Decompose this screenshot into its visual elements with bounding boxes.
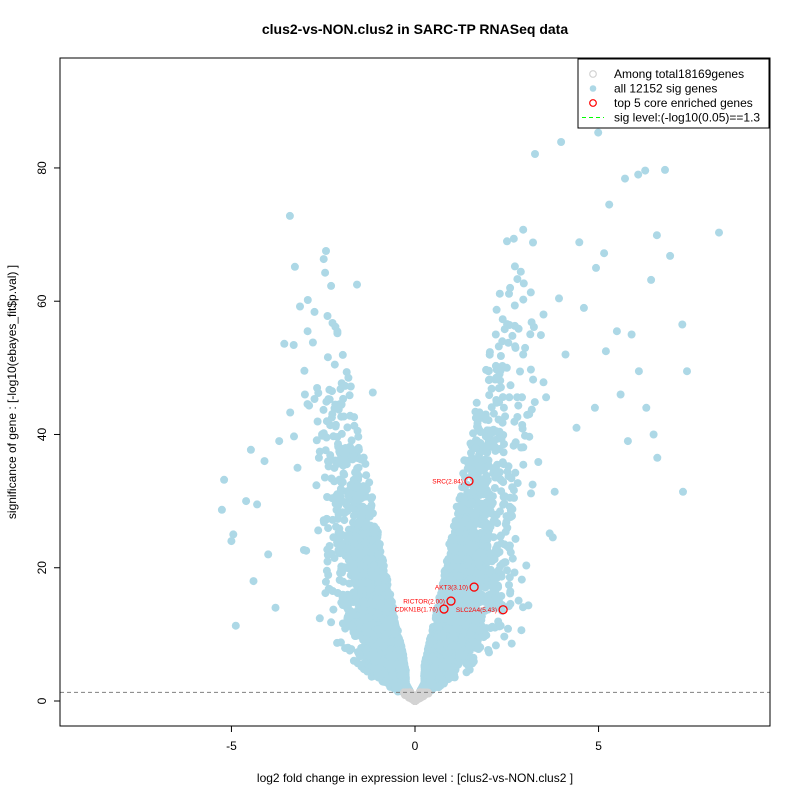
sig-gene-point <box>327 618 336 627</box>
sig-gene-point <box>501 412 510 421</box>
sig-gene-point <box>327 281 336 290</box>
sig-gene-point <box>354 432 363 441</box>
sig-gene-point <box>506 587 515 596</box>
sig-gene-point <box>315 614 324 623</box>
sig-gene-point <box>505 393 514 402</box>
sig-gene-point <box>296 302 304 311</box>
sig-gene-point <box>507 639 516 648</box>
sig-gene-point <box>330 554 339 562</box>
sig-gene-point <box>280 339 289 348</box>
sig-gene-point <box>350 413 359 422</box>
sig-gene-point <box>528 480 537 489</box>
sig-gene-point <box>362 471 371 480</box>
sig-gene-point <box>500 632 509 641</box>
sig-gene-point <box>324 524 333 533</box>
sig-gene-point <box>498 337 507 346</box>
sig-gene-point <box>519 225 528 234</box>
sig-gene-point <box>510 262 519 271</box>
sig-gene-point <box>335 524 344 533</box>
sig-gene-point <box>491 641 500 650</box>
sig-gene-point <box>335 576 344 584</box>
sig-gene-point <box>328 319 337 327</box>
sig-gene-point <box>516 367 524 376</box>
sig-gene-point <box>303 327 312 336</box>
sig-gene-point <box>536 331 545 340</box>
sig-gene-point <box>503 237 511 246</box>
sig-gene-point <box>514 401 523 410</box>
sig-gene-point <box>511 438 520 447</box>
sig-gene-point <box>522 561 531 570</box>
sig-gene-point <box>487 403 496 412</box>
sig-gene-point <box>285 211 294 220</box>
sig-gene-point <box>495 289 504 298</box>
sig-gene-point <box>516 267 525 276</box>
sig-gene-point <box>319 405 328 414</box>
sig-gene-point <box>517 443 526 452</box>
sig-gene-point <box>497 487 506 496</box>
sig-gene-point <box>330 360 339 369</box>
sig-gene-point <box>347 436 356 445</box>
sig-gene-point <box>492 305 501 314</box>
sig-gene-point <box>361 459 370 468</box>
sig-gene-point <box>345 391 354 400</box>
sig-gene-point <box>336 549 344 558</box>
sig-gene-point <box>289 341 298 349</box>
sig-gene-point <box>504 624 512 633</box>
sig-gene-point <box>314 453 323 462</box>
sig-gene-point <box>481 504 490 513</box>
points-layer: SRC(2.84)AKT3(3.10)RICTOR(2.00)CDKN1B(1.… <box>60 128 770 705</box>
sig-gene-point <box>510 301 519 310</box>
sig-gene-point <box>336 484 345 493</box>
sig-gene-point <box>322 247 330 255</box>
sig-gene-point <box>310 395 319 403</box>
y-axis-label: significance of gene : [-log10(ebayes_fi… <box>5 265 19 519</box>
chart-title: clus2-vs-NON.clus2 in SARC-TP RNASeq dat… <box>262 21 568 37</box>
x-axis-label: log2 fold change in expression level : [… <box>257 771 573 785</box>
sig-gene-point <box>503 566 511 575</box>
sig-gene-point <box>329 605 338 614</box>
sig-gene-point <box>323 312 332 320</box>
sig-gene-point <box>498 315 507 324</box>
sig-gene-point <box>527 405 536 414</box>
sig-gene-point <box>469 429 478 438</box>
sig-gene-point <box>290 432 298 441</box>
sig-gene-point <box>505 581 513 589</box>
sig-gene-point <box>338 350 347 359</box>
sig-gene-point <box>496 352 505 360</box>
sig-gene-point <box>314 389 323 397</box>
sig-gene-point <box>575 238 584 247</box>
sig-gene-point <box>508 483 517 492</box>
sig-gene-point <box>517 626 526 635</box>
sig-gene-point <box>490 484 499 492</box>
sig-gene-point <box>504 338 513 347</box>
sig-gene-point <box>499 403 508 412</box>
sig-gene-point <box>319 255 328 264</box>
sig-gene-point <box>494 384 503 393</box>
sig-gene-point <box>550 487 559 496</box>
sig-gene-point <box>485 391 494 400</box>
sig-gene-point <box>529 238 537 247</box>
sig-gene-point <box>542 393 551 402</box>
sig-gene-point <box>526 365 535 374</box>
sig-gene-point <box>545 529 554 538</box>
sig-gene-point <box>487 384 496 393</box>
sig-gene-point <box>342 544 351 553</box>
sig-gene-point <box>555 294 563 303</box>
sig-gene-point <box>484 646 493 654</box>
sig-gene-point <box>509 234 518 243</box>
sig-gene-point <box>489 409 498 418</box>
sig-gene-point <box>498 418 507 427</box>
sig-gene-point <box>513 413 522 421</box>
sig-gene-point <box>330 477 339 486</box>
sig-gene-point <box>500 325 509 334</box>
sig-gene-point <box>518 424 527 433</box>
